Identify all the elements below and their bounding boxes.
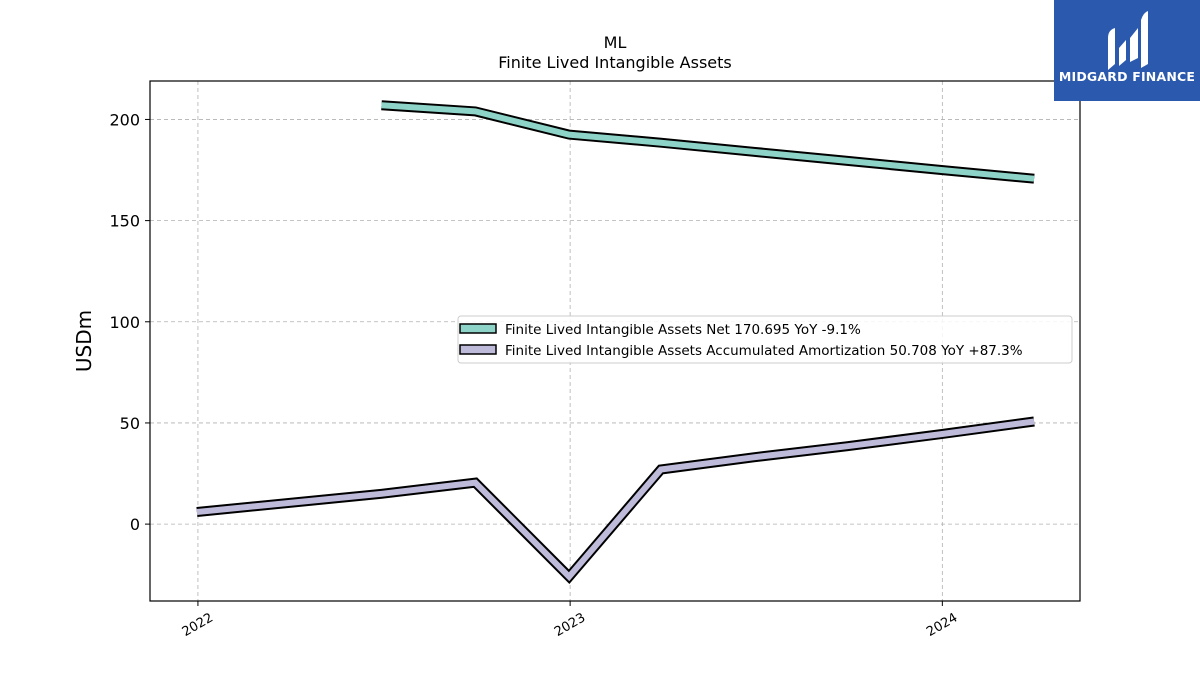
- plot-frame: [149, 80, 1081, 602]
- legend-swatch-amortization: [459, 344, 497, 355]
- data-point-net: [660, 142, 661, 143]
- brand-background: [1054, 0, 1200, 101]
- legend: Finite Lived Intangible Assets Net 170.6…: [457, 315, 1073, 364]
- legend-label-net: Finite Lived Intangible Assets Net 170.6…: [505, 322, 861, 338]
- data-point-amortization: [475, 482, 476, 483]
- data-point-net: [847, 160, 848, 161]
- y-tick-label: 200: [109, 110, 140, 129]
- legend-label-amortization: Finite Lived Intangible Assets Accumulat…: [505, 343, 1023, 359]
- legend-frame: [457, 315, 1073, 364]
- series-line-net: [381, 102, 1035, 182]
- y-ticks: 0 50 100 150 200: [109, 110, 150, 534]
- series: [196, 100, 1035, 585]
- data-point-amortization: [381, 493, 382, 494]
- data-point-net: [381, 105, 382, 106]
- y-tick-label: 50: [120, 414, 140, 433]
- data-point-net: [941, 170, 942, 171]
- y-tick-label: 100: [109, 313, 140, 332]
- midgard-logo-icon: [1108, 11, 1148, 70]
- series-line-amortization: [196, 418, 1035, 582]
- legend-swatch-net: [459, 323, 497, 334]
- data-point-amortization: [847, 446, 848, 447]
- y-axis-label: USDm: [72, 310, 96, 372]
- data-point-amortization: [1034, 421, 1035, 422]
- chart-subtitle: Finite Lived Intangible Assets: [498, 53, 731, 72]
- y-tick-label: 0: [130, 515, 140, 534]
- data-point-amortization: [569, 576, 570, 577]
- data-point-amortization: [753, 457, 754, 458]
- data-point-net: [1034, 178, 1035, 179]
- chart-title: ML: [604, 33, 627, 52]
- y-tick-label: 150: [109, 212, 140, 231]
- data-point-amortization: [196, 512, 197, 513]
- data-point-net: [753, 151, 754, 152]
- grid: [150, 81, 1080, 601]
- data-point-net: [569, 134, 570, 135]
- data-point-amortization: [941, 434, 942, 435]
- data-point-amortization: [660, 469, 661, 470]
- brand-name: MIDGARD FINANCE: [1059, 69, 1195, 84]
- brand-badge: MIDGARD FINANCE: [1054, 0, 1200, 101]
- data-point-net: [475, 111, 476, 112]
